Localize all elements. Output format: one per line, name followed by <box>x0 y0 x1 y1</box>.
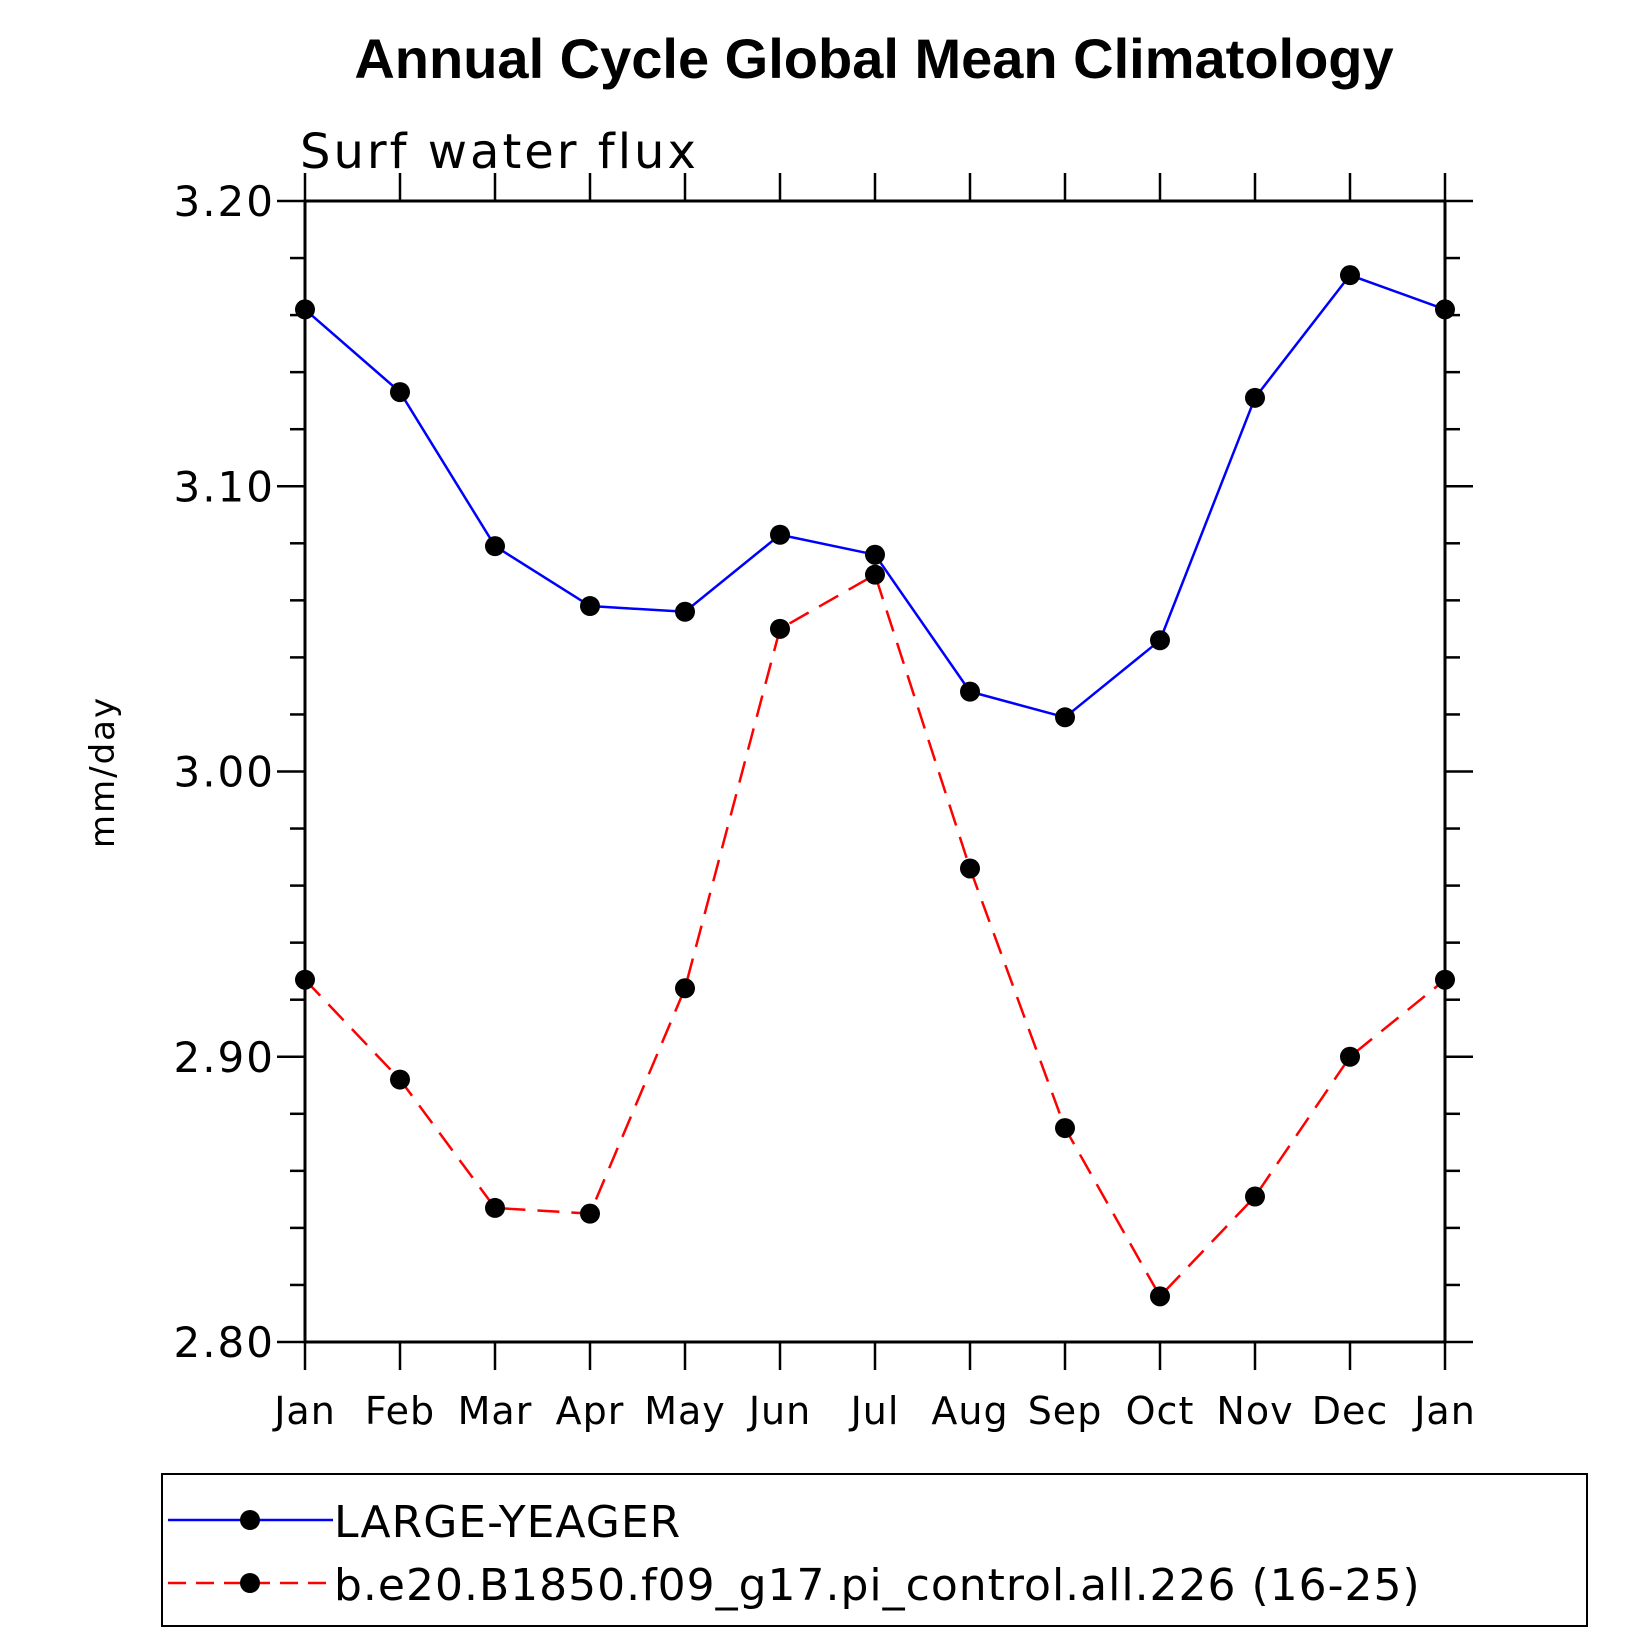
x-axis-ticks: Jan Feb Mar Apr May Jun Jul Aug Sep Oct Nov Dec Jan <box>272 173 1476 1433</box>
data-point-series-0 <box>1055 707 1075 728</box>
x-tick-label-aug: Aug <box>931 1389 1008 1433</box>
data-point-series-0 <box>1245 387 1265 408</box>
x-tick-label-dec: Dec <box>1312 1389 1389 1433</box>
x-tick-label-oct: Oct <box>1126 1389 1195 1433</box>
chart-subtitle: Surf water flux <box>300 124 699 180</box>
data-point-series-1 <box>960 858 980 879</box>
data-point-series-1 <box>1150 1286 1170 1307</box>
x-tick-label-jan: Jan <box>272 1389 336 1433</box>
x-tick-label-jan: Jan <box>1412 1389 1476 1433</box>
data-point-series-0 <box>295 299 315 320</box>
y-tick-label: 2.80 <box>173 1318 275 1367</box>
data-point-series-1 <box>390 1069 410 1090</box>
data-point-series-1 <box>1245 1186 1265 1207</box>
x-tick-label-sep: Sep <box>1028 1389 1103 1433</box>
data-point-series-0 <box>865 544 885 565</box>
data-point-series-0 <box>580 596 600 617</box>
series-line-1 <box>304 572 1446 1299</box>
x-tick-label-nov: Nov <box>1216 1389 1293 1433</box>
y-axis-ticks: 2.80 2.90 3.00 3.10 3.20 <box>173 177 1473 1367</box>
x-tick-label-jun: Jun <box>747 1389 811 1433</box>
data-point-series-0 <box>960 681 980 702</box>
data-point-series-1 <box>675 978 695 999</box>
x-tick-label-feb: Feb <box>365 1389 435 1433</box>
y-tick-label: 3.20 <box>173 177 275 226</box>
series-line-0 <box>304 273 1446 719</box>
y-tick-label: 3.10 <box>173 462 275 511</box>
data-point-series-0 <box>675 601 695 622</box>
data-point-series-1 <box>1055 1118 1075 1139</box>
legend: LARGE-YEAGER b.e20.B1850.f09_g17.pi_cont… <box>161 1473 1588 1627</box>
data-point-series-1 <box>865 564 885 585</box>
data-point-series-1 <box>770 618 790 639</box>
data-point-series-0 <box>390 382 410 403</box>
x-tick-label-may: May <box>644 1389 726 1433</box>
data-point-series-0 <box>1150 630 1170 651</box>
plot-frame <box>303 199 1447 1344</box>
legend-box <box>161 1473 1588 1627</box>
x-tick-label-mar: Mar <box>458 1389 533 1433</box>
series-layer <box>295 265 1455 1307</box>
legend-label-pi-control: b.e20.B1850.f09_g17.pi_control.all.226 (… <box>334 1560 1421 1611</box>
legend-marker-pi-control <box>240 1573 260 1593</box>
data-point-series-0 <box>1435 299 1455 320</box>
y-tick-label: 2.90 <box>173 1033 275 1082</box>
data-point-series-1 <box>295 969 315 990</box>
data-point-series-0 <box>1340 265 1360 286</box>
legend-marker-large-yeager <box>240 1510 260 1530</box>
data-point-series-0 <box>770 524 790 545</box>
data-point-series-1 <box>580 1203 600 1224</box>
data-point-series-1 <box>1340 1046 1360 1067</box>
x-tick-label-apr: Apr <box>556 1389 625 1433</box>
data-point-series-1 <box>1435 969 1455 990</box>
data-point-series-0 <box>485 536 505 557</box>
x-tick-label-jul: Jul <box>849 1389 900 1433</box>
y-axis-label: mm/day <box>83 696 123 848</box>
data-point-series-1 <box>485 1197 505 1218</box>
y-tick-label: 3.00 <box>173 748 275 797</box>
legend-label-large-yeager: LARGE-YEAGER <box>334 1497 681 1548</box>
chart-title: Annual Cycle Global Mean Climatology <box>354 27 1393 90</box>
